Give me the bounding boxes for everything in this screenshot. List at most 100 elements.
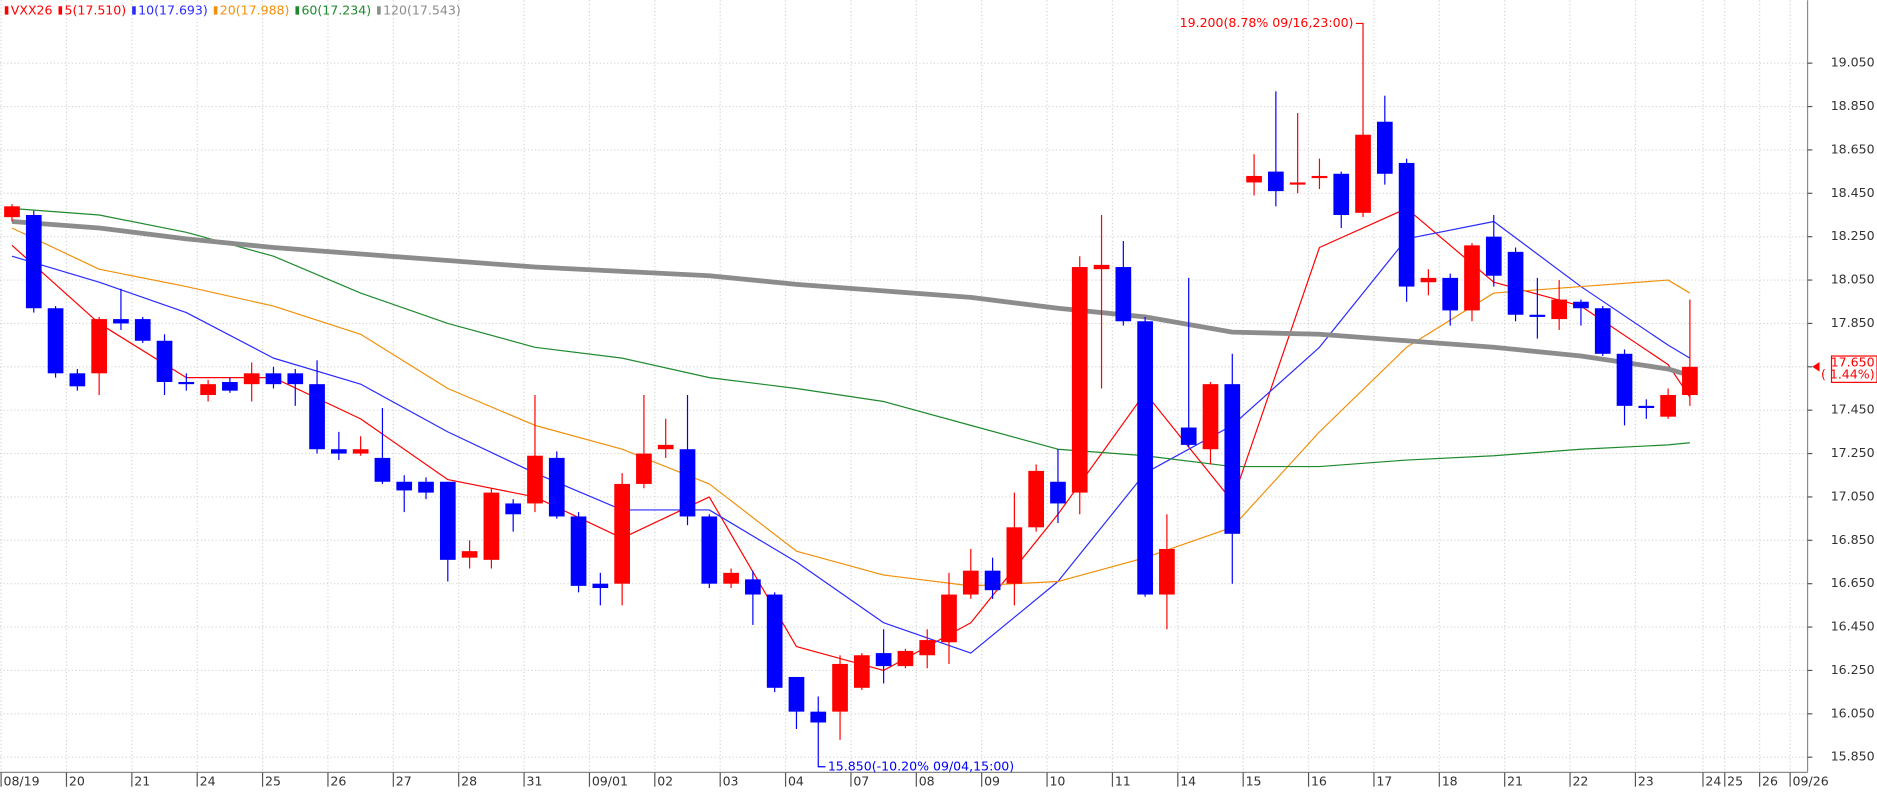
candle-body [374,457,391,482]
candle-body [1682,366,1698,396]
x-tick-label: 02 [657,773,673,788]
candle-body [505,503,522,515]
x-tick-label: 25 [265,773,281,788]
candle-body [69,373,86,387]
candle-body [1311,175,1328,179]
x-tick-label: 08/19 [3,773,39,788]
candle-body [766,594,783,688]
y-tick-label: 19.050 [1831,55,1875,70]
moving-average-line [11,219,1691,378]
candle-body [853,655,870,688]
candle-body [1180,427,1197,445]
x-tick-label: 20 [69,773,85,788]
candle-body [1268,171,1284,192]
x-tick-label: 09/01 [592,773,628,788]
high-note-leader [1355,22,1364,31]
candle-body [156,340,173,382]
candles [4,30,1698,758]
legend-label: 20(17.988) [220,3,290,18]
candle-body [418,481,434,493]
last-price-arrow [1812,362,1820,372]
y-tick-label: 17.250 [1831,445,1875,460]
candle-body [4,206,20,218]
x-tick-label: 03 [723,773,739,788]
candle-body [832,663,848,712]
candle-body [919,640,936,656]
y-tick-label: 16.850 [1831,532,1875,547]
legend-label: 10(17.693) [138,3,208,18]
candle-body [1398,162,1415,287]
x-tick-label: 23 [1638,773,1654,788]
candle-body [1093,264,1110,270]
candle-body [439,481,456,560]
candle-body [1660,395,1676,417]
candle-body [352,449,369,454]
x-tick-label: 31 [526,773,542,788]
candle-body [1551,299,1567,320]
candle-body [1137,321,1153,595]
candle-body [1224,384,1241,534]
candle-body [941,594,957,643]
y-tick-label: 18.050 [1831,272,1875,287]
candle-body [483,492,500,560]
y-tick-label: 18.250 [1831,228,1875,243]
x-tick-label: 26 [1762,773,1778,788]
x-tick-label: 04 [788,773,804,788]
y-tick-label: 17.850 [1831,315,1875,330]
candle-body [1028,470,1045,528]
x-tick-label: 08 [919,773,935,788]
candle-body [461,551,478,558]
last-price-label: 17.650 [1831,355,1875,370]
candle-body [701,516,718,584]
moving-average-line [11,207,1690,468]
candle-body [1355,134,1371,213]
y-tick-label: 18.850 [1831,98,1875,113]
y-tick-label: 16.650 [1831,575,1875,590]
x-tick-label: 24 [200,773,216,788]
candle-body [1573,301,1589,309]
y-tick-label: 16.050 [1831,705,1875,720]
candle-body [309,384,325,450]
x-tick-label: 16 [1311,773,1327,788]
candle-body [91,319,107,374]
candle-body [810,711,827,723]
candle-body [745,579,761,595]
candle-body [1246,175,1262,183]
x-tick-label: 21 [134,773,150,788]
candle-body [1376,121,1393,174]
candle-body [1333,173,1350,215]
candle-body [897,650,914,667]
x-tick-label: 09 [984,773,1000,788]
candle-body [1507,251,1524,315]
candle-body [113,319,129,324]
legend-swatch [295,6,300,15]
y-tick-label: 16.450 [1831,619,1875,634]
last-price-change: ( 1.44%) [1821,367,1875,382]
y-tick-label: 16.250 [1831,662,1875,677]
x-tick-label: 14 [1180,773,1196,788]
x-tick-label: 24 [1705,773,1721,788]
candle-body [1464,245,1480,311]
y-tick-label: 18.450 [1831,185,1875,200]
candle-body [1050,481,1066,504]
candle-body [1485,236,1502,276]
candle-body [331,449,347,454]
x-tick-label: 18 [1442,773,1458,788]
y-tick-label: 17.450 [1831,402,1875,417]
legend-label: 5(17.510) [64,3,126,18]
candle-body [614,483,630,584]
candle-body [1006,527,1023,584]
legend-swatch [4,6,9,15]
x-tick-label: 09/26 [1793,773,1829,788]
legend-label: 60(17.234) [301,3,371,18]
candle-body [527,455,543,504]
candle-body [1616,353,1633,406]
candle-body [200,384,216,396]
y-tick-label: 17.050 [1831,488,1875,503]
legend-swatch [377,6,381,15]
legend: VXX26 5(17.510) 10(17.693) 20(17.988) 60(17.… [4,3,461,18]
candle-body [1071,267,1088,493]
